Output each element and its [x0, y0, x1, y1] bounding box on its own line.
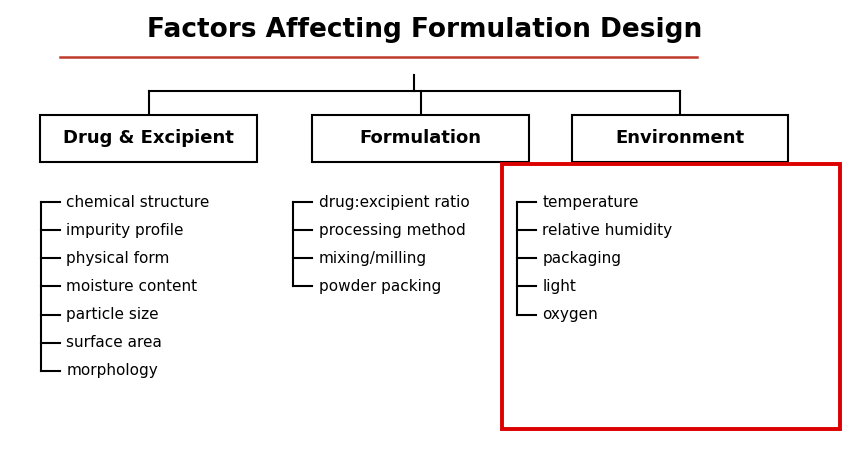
Text: impurity profile: impurity profile	[66, 222, 184, 238]
Text: powder packing: powder packing	[319, 279, 441, 294]
Text: processing method: processing method	[319, 222, 466, 238]
FancyBboxPatch shape	[313, 115, 529, 162]
Text: physical form: physical form	[66, 251, 170, 266]
Text: chemical structure: chemical structure	[66, 194, 210, 210]
Text: temperature: temperature	[542, 194, 639, 210]
FancyBboxPatch shape	[572, 115, 789, 162]
Text: Drug & Excipient: Drug & Excipient	[63, 129, 235, 148]
Text: drug:excipient ratio: drug:excipient ratio	[319, 194, 469, 210]
FancyBboxPatch shape	[40, 115, 257, 162]
Text: moisture content: moisture content	[66, 279, 197, 294]
Text: particle size: particle size	[66, 307, 159, 322]
Text: mixing/milling: mixing/milling	[319, 251, 427, 266]
Text: relative humidity: relative humidity	[542, 222, 672, 238]
Text: packaging: packaging	[542, 251, 621, 266]
Bar	[502, 164, 840, 429]
Text: Environment: Environment	[615, 129, 745, 148]
Text: surface area: surface area	[66, 335, 162, 350]
Text: Formulation: Formulation	[360, 129, 482, 148]
Text: morphology: morphology	[66, 363, 158, 379]
Text: Factors Affecting Formulation Design: Factors Affecting Formulation Design	[147, 16, 703, 43]
Text: oxygen: oxygen	[542, 307, 598, 322]
Text: light: light	[542, 279, 576, 294]
